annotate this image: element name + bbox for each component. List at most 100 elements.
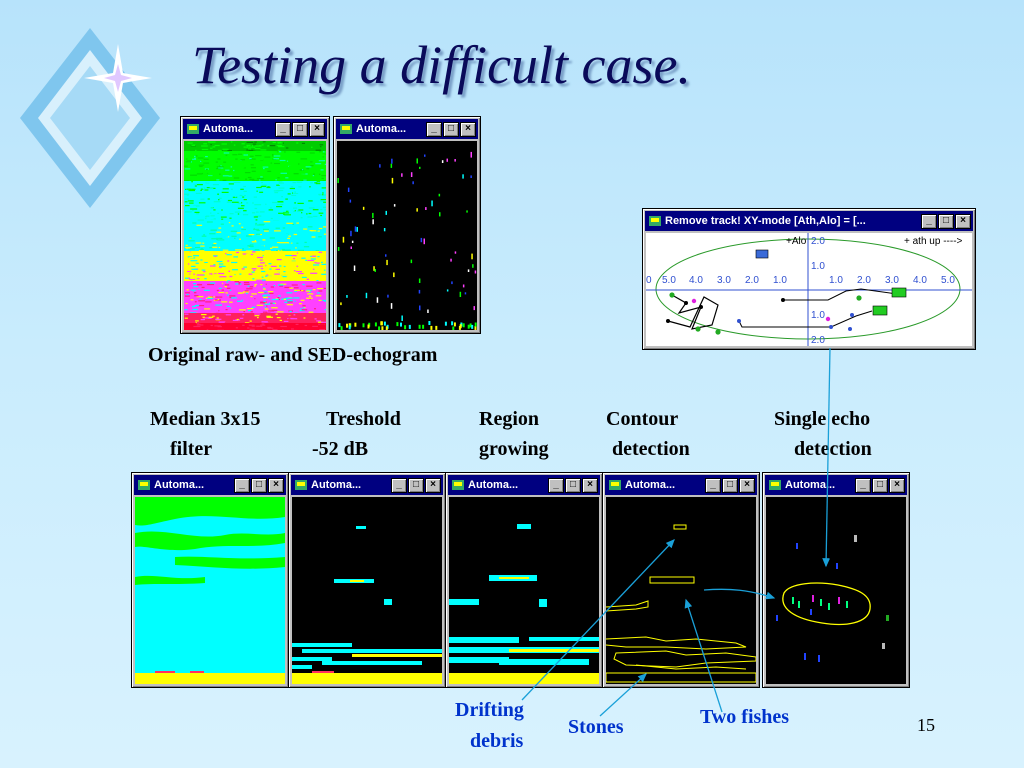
minimize-button[interactable]: _: [548, 478, 564, 493]
slide-title: Testing a difficult case.: [192, 35, 691, 95]
window-titlebar[interactable]: Automa... _ □ ×: [291, 475, 443, 495]
maximize-button[interactable]: □: [251, 478, 267, 493]
threshold-window[interactable]: Automa... _ □ ×: [288, 472, 446, 688]
maximize-button[interactable]: □: [872, 478, 888, 493]
close-button[interactable]: ×: [582, 478, 598, 493]
echo-point: [825, 316, 831, 322]
step-label-contour-line1: Contour: [606, 408, 679, 430]
minimize-button[interactable]: _: [234, 478, 250, 493]
window-title: Automa...: [785, 479, 836, 491]
single-echo-image: [766, 497, 906, 684]
x-tick: 0: [646, 275, 652, 286]
median-filter-image: [135, 497, 285, 684]
step-label-threshold-line1: Treshold: [326, 408, 401, 430]
xy-mode-window[interactable]: Remove track! XY-mode [Ath,Alo] = [... _…: [642, 208, 976, 350]
window-titlebar[interactable]: Automa... _ □ ×: [183, 119, 327, 139]
sed-echogram-window[interactable]: Automa... _ □ ×: [333, 116, 481, 334]
logo-diamond-icon: [20, 28, 160, 208]
single-echo-window[interactable]: Automa... _ □ ×: [762, 472, 910, 688]
x-tick: 3.0: [885, 275, 899, 286]
echo-point: [691, 298, 697, 304]
close-button[interactable]: ×: [955, 214, 971, 229]
window-titlebar[interactable]: Automa... _ □ ×: [134, 475, 286, 495]
maximize-button[interactable]: □: [443, 122, 459, 137]
window-titlebar[interactable]: Automa... _ □ ×: [605, 475, 757, 495]
minimize-button[interactable]: _: [921, 214, 937, 229]
annotation-two-fishes: Two fishes: [700, 706, 790, 728]
track-marker: [755, 249, 769, 259]
echo-point: [666, 319, 670, 323]
y-tick: 2.0: [811, 236, 825, 247]
window-title: Remove track! XY-mode [Ath,Alo] = [...: [665, 215, 866, 227]
maximize-button[interactable]: □: [722, 478, 738, 493]
echo-point: [829, 325, 833, 329]
echo-point: [669, 292, 675, 298]
raw-echogram-image: [184, 141, 326, 330]
maximize-button[interactable]: □: [565, 478, 581, 493]
close-button[interactable]: ×: [268, 478, 284, 493]
echo-point: [850, 313, 854, 317]
window-title: Automa...: [468, 479, 519, 491]
track-end-marker: [891, 287, 907, 298]
minimize-button[interactable]: _: [275, 122, 291, 137]
window-title: Automa...: [311, 479, 362, 491]
close-button[interactable]: ×: [889, 478, 905, 493]
window-titlebar[interactable]: Remove track! XY-mode [Ath,Alo] = [... _…: [645, 211, 973, 231]
contour-detection-window[interactable]: Automa... _ □ ×: [602, 472, 760, 688]
top-caption: Original raw- and SED-echogram: [148, 344, 438, 366]
maximize-button[interactable]: □: [292, 122, 308, 137]
track-left: [667, 294, 719, 330]
region-growing-image: [449, 497, 599, 684]
close-button[interactable]: ×: [425, 478, 441, 493]
app-icon: [340, 124, 352, 134]
contour-detection-image: [606, 497, 756, 684]
raw-echogram-window[interactable]: Automa... _ □ ×: [180, 116, 330, 334]
annotation-drifting-debris-line1: Drifting: [455, 699, 524, 721]
x-tick: 5.0: [662, 275, 676, 286]
x-tick: 1.0: [829, 275, 843, 286]
app-icon: [187, 124, 199, 134]
y-tick: 1.0: [811, 261, 825, 272]
x-tick: 2.0: [745, 275, 759, 286]
close-button[interactable]: ×: [309, 122, 325, 137]
echo-point: [695, 326, 701, 332]
median-filter-window[interactable]: Automa... _ □ ×: [131, 472, 289, 688]
x-tick: 3.0: [717, 275, 731, 286]
app-icon: [769, 480, 781, 490]
ath-up-label: + ath up ---->: [904, 236, 963, 247]
x-tick: 2.0: [857, 275, 871, 286]
app-icon: [138, 480, 150, 490]
minimize-button[interactable]: _: [391, 478, 407, 493]
window-title: Automa...: [203, 123, 254, 135]
track-line: [783, 288, 898, 301]
echo-point: [684, 301, 688, 305]
step-label-contour-line2: detection: [612, 438, 690, 460]
step-label-region-line2: growing: [479, 438, 549, 460]
step-label-region-line1: Region: [479, 408, 539, 430]
close-button[interactable]: ×: [460, 122, 476, 137]
fish-highlight-ellipse: [782, 582, 871, 626]
app-icon: [609, 480, 621, 490]
minimize-button[interactable]: _: [705, 478, 721, 493]
window-titlebar[interactable]: Automa... _ □ ×: [448, 475, 600, 495]
window-titlebar[interactable]: Automa... _ □ ×: [765, 475, 907, 495]
threshold-image: [292, 497, 442, 684]
step-label-threshold-line2: -52 dB: [312, 438, 369, 460]
minimize-button[interactable]: _: [855, 478, 871, 493]
window-titlebar[interactable]: Automa... _ □ ×: [336, 119, 478, 139]
alo-label: +Alo: [786, 236, 807, 247]
echo-point: [699, 305, 703, 309]
maximize-button[interactable]: □: [938, 214, 954, 229]
window-title: Automa...: [625, 479, 676, 491]
window-title: Automa...: [154, 479, 205, 491]
x-tick: 4.0: [913, 275, 927, 286]
close-button[interactable]: ×: [739, 478, 755, 493]
y-tick: 1.0: [811, 310, 825, 321]
app-icon: [649, 216, 661, 226]
echo-point: [737, 319, 741, 323]
minimize-button[interactable]: _: [426, 122, 442, 137]
x-tick: 1.0: [773, 275, 787, 286]
step-label-single-echo-line2: detection: [794, 438, 872, 460]
region-growing-window[interactable]: Automa... _ □ ×: [445, 472, 603, 688]
maximize-button[interactable]: □: [408, 478, 424, 493]
